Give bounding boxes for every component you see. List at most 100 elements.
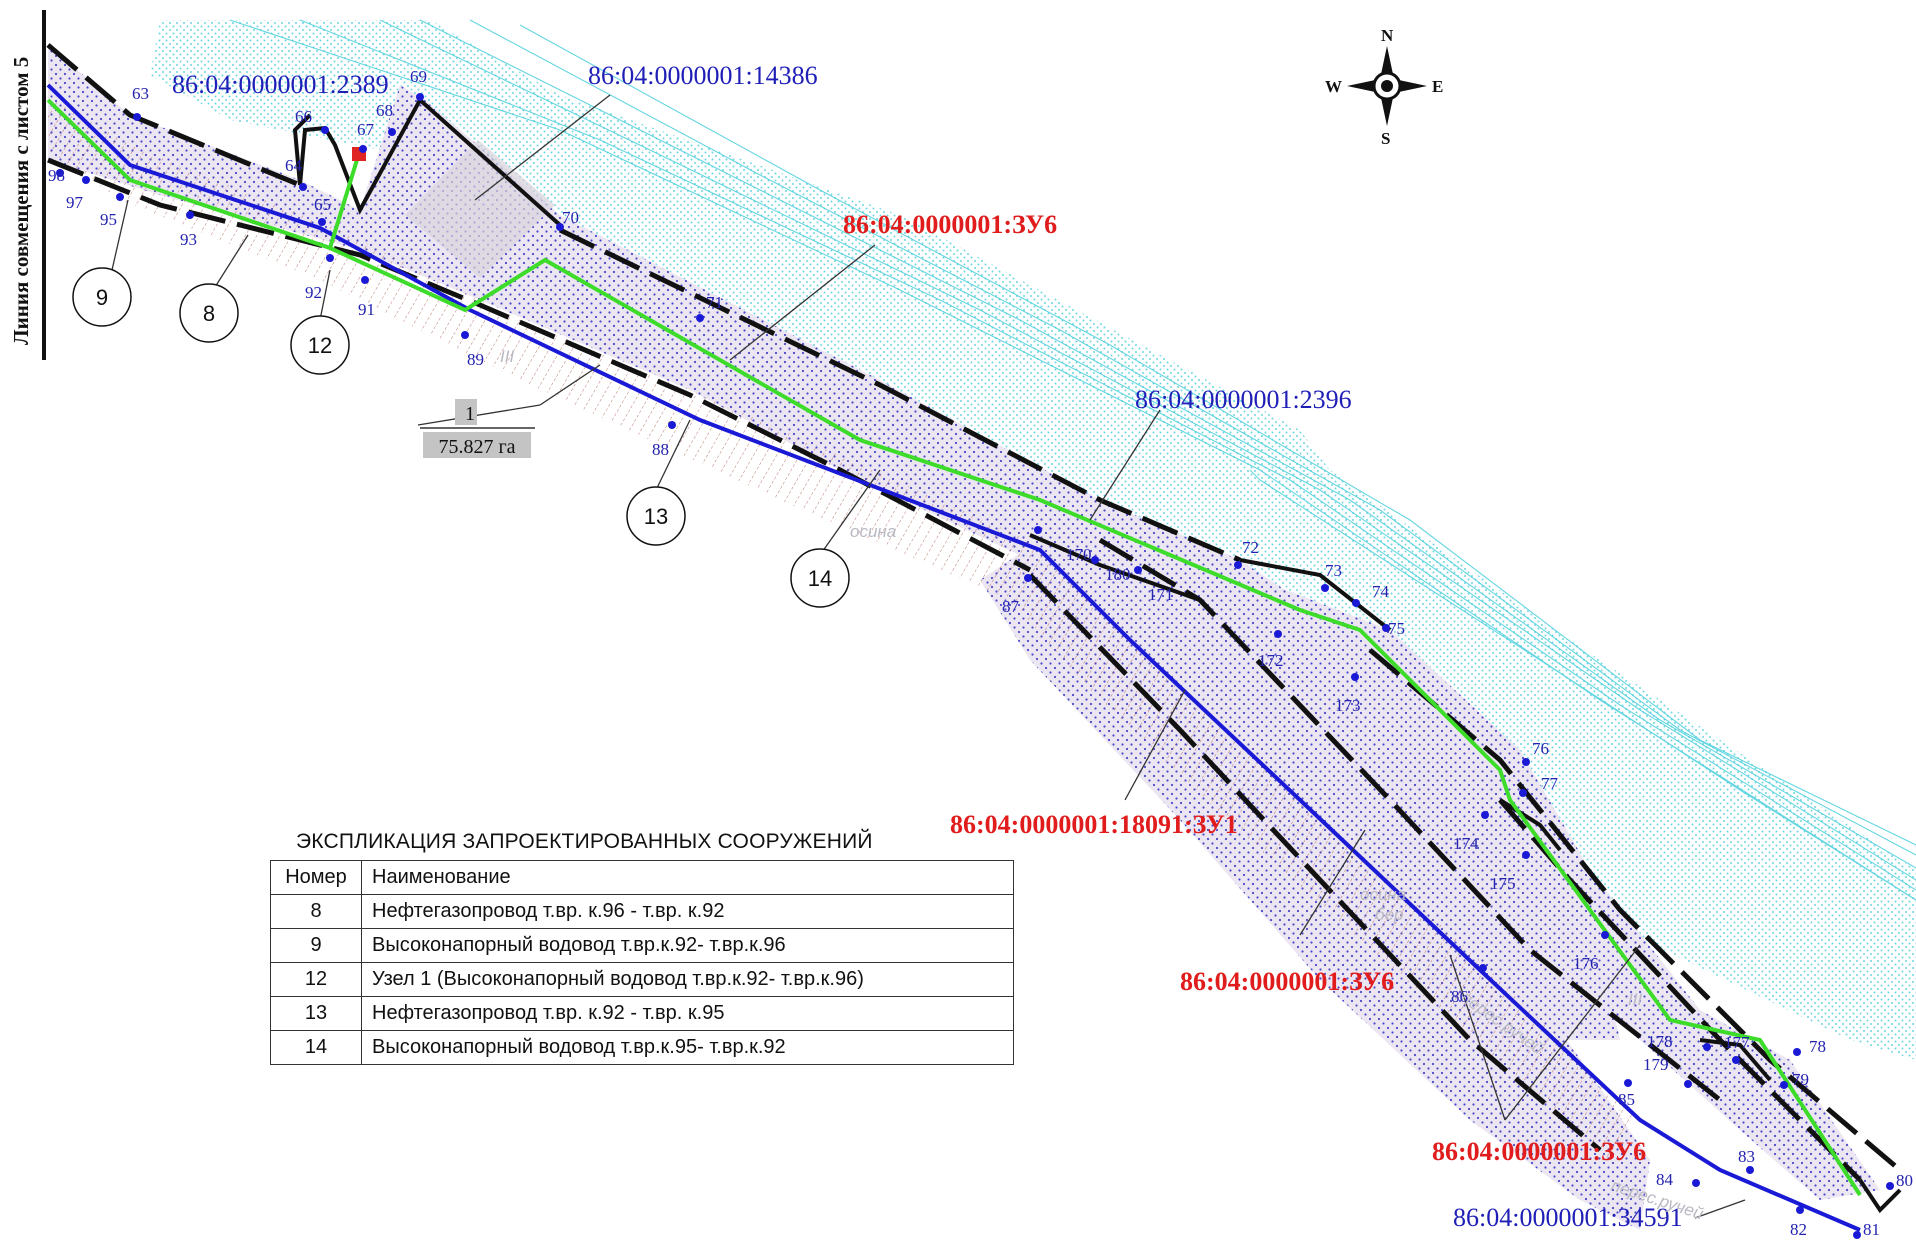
boundary-point-dot (1624, 1079, 1632, 1087)
row-number: 9 (270, 928, 362, 963)
boundary-point-dot (359, 145, 367, 153)
plot-34591: 86:04:0000001:34591 (1453, 1203, 1683, 1232)
point-label-84: 84 (1656, 1170, 1674, 1189)
point-label-91: 91 (358, 300, 375, 319)
compass-north: N (1381, 26, 1394, 45)
row-number: 8 (270, 894, 362, 929)
oil-gas-pipeline (46, 83, 1861, 1232)
point-label-86: 86 (1451, 987, 1468, 1006)
compass-east: E (1432, 77, 1443, 96)
explication-grid: Номер Наименование 8 Нефтегазопровод т.в… (270, 860, 1014, 1065)
point-label-76: 76 (1532, 739, 1549, 758)
explication-title: ЭКСПЛИКАЦИЯ ЗАПРОЕКТИРОВАННЫХ СООРУЖЕНИЙ (296, 830, 873, 853)
boundary-point-dot (321, 126, 329, 134)
boundary-points: 9897959363646566676869707192918988871701… (48, 67, 1913, 1239)
marker-14: 14 (808, 566, 832, 591)
point-label-63: 63 (132, 84, 149, 103)
row-name: Нефтегазопровод т.вр. к.92 - т.вр. к.95 (361, 996, 1014, 1031)
point-label-97: 97 (66, 193, 84, 212)
point-label-174: 174 (1453, 834, 1479, 853)
boundary-point-dot (318, 218, 326, 226)
row-name: Высоконапорный водовод т.вр.к.92- т.вр.к… (361, 928, 1014, 963)
point-label-178: 178 (1647, 1032, 1673, 1051)
boundary-point-dot (1481, 811, 1489, 819)
point-label-66: 66 (295, 107, 312, 126)
boundary-point-dot (1684, 1080, 1692, 1088)
explication-row: 9 Высоконапорный водовод т.вр.к.92- т.вр… (270, 928, 1014, 963)
sheet-alignment-label: Линия совмещения с листом 5 (9, 57, 33, 345)
boundary-point-dot (1479, 964, 1487, 972)
boundary-point-dot (1382, 624, 1390, 632)
boundary-point-dot (388, 128, 396, 136)
row-name: Узел 1 (Высоконапорный водовод т.вр.к.92… (361, 962, 1014, 997)
boundary-point-dot (1134, 566, 1142, 574)
boundary-point-dot (1321, 584, 1329, 592)
point-label-87: 87 (1002, 597, 1020, 616)
point-label-173: 173 (1335, 696, 1361, 715)
point-label-72: 72 (1242, 538, 1259, 557)
boundary-point-dot (326, 254, 334, 262)
explication-row: 14 Высоконапорный водовод т.вр.к.95- т.в… (270, 1030, 1014, 1065)
water-pipeline (46, 98, 1862, 1197)
boundary-point-dot (1703, 1043, 1711, 1051)
boundary-point-dot (1522, 851, 1530, 859)
explication-row: 8 Нефтегазопровод т.вр. к.96 - т.вр. к.9… (270, 894, 1014, 929)
row-number: 13 (270, 996, 362, 1031)
explication-row: 12 Узел 1 (Высоконапорный водовод т.вр.к… (270, 962, 1014, 997)
marker-13: 13 (644, 504, 668, 529)
boundary-point-dot (186, 211, 194, 219)
svg-text:бер: бер (1375, 905, 1403, 924)
plot-zu6-a: 86:04:0000001:ЗУ6 (843, 210, 1057, 239)
boundary-point-dot (1796, 1206, 1804, 1214)
svg-text:III: III (500, 347, 514, 366)
point-label-170: 170 (1066, 545, 1092, 564)
point-label-73: 73 (1325, 561, 1342, 580)
boundary-point-dot (1601, 931, 1609, 939)
row-name: Высоконапорный водовод т.вр.к.95- т.вр.к… (361, 1030, 1014, 1065)
point-label-78: 78 (1809, 1037, 1826, 1056)
point-label-175: 175 (1490, 874, 1516, 893)
structure-markers: 9 8 12 13 14 (72, 267, 850, 608)
point-label-98: 98 (48, 166, 65, 185)
point-label-88: 88 (652, 440, 669, 459)
boundary-point-dot (461, 331, 469, 339)
point-label-65: 65 (314, 195, 331, 214)
point-label-171: 171 (1148, 585, 1174, 604)
point-label-69: 69 (410, 67, 427, 86)
point-label-177: 177 (1724, 1033, 1750, 1052)
plot-labels: 86:04:0000001:2389 86:04:0000001:14386 8… (172, 61, 1683, 1232)
point-label-82: 82 (1790, 1220, 1807, 1239)
boundary-point-dot (1853, 1231, 1861, 1239)
point-label-64: 64 (285, 156, 303, 175)
boundary-point-dot (82, 176, 90, 184)
boundary-point-dot (556, 223, 564, 231)
row-number: 12 (270, 962, 362, 997)
point-label-179: 179 (1643, 1055, 1669, 1074)
point-label-70: 70 (562, 208, 579, 227)
point-label-80: 80 (1896, 1171, 1913, 1190)
col-name-header: Наименование (361, 860, 1014, 895)
row-name: Нефтегазопровод т.вр. к.96 - т.вр. к.92 (361, 894, 1014, 929)
boundary-point-dot (1091, 556, 1099, 564)
point-label-180: 180 (1105, 565, 1131, 584)
boundary-point-dot (1519, 789, 1527, 797)
point-label-172: 172 (1258, 651, 1284, 670)
point-label-85: 85 (1618, 1090, 1635, 1109)
boundary-point-dot (416, 93, 424, 101)
row-number: 14 (270, 1030, 362, 1065)
point-label-75: 75 (1388, 619, 1405, 638)
compass-west: W (1325, 77, 1342, 96)
boundary-point-dot (1732, 1056, 1740, 1064)
area-number: 1 (465, 403, 475, 425)
leader-lines (111, 94, 1746, 1219)
boundary-point-dot (133, 113, 141, 121)
area-value: 75.827 га (438, 436, 515, 458)
boundary-point-dot (668, 421, 676, 429)
boundary-point-dot (299, 183, 307, 191)
svg-text:осина: осина (850, 522, 896, 541)
svg-text:III: III (1628, 990, 1642, 1009)
boundary-point-dot (1352, 599, 1360, 607)
boundary-point-dot (116, 193, 124, 201)
marker-8: 8 (203, 301, 215, 326)
